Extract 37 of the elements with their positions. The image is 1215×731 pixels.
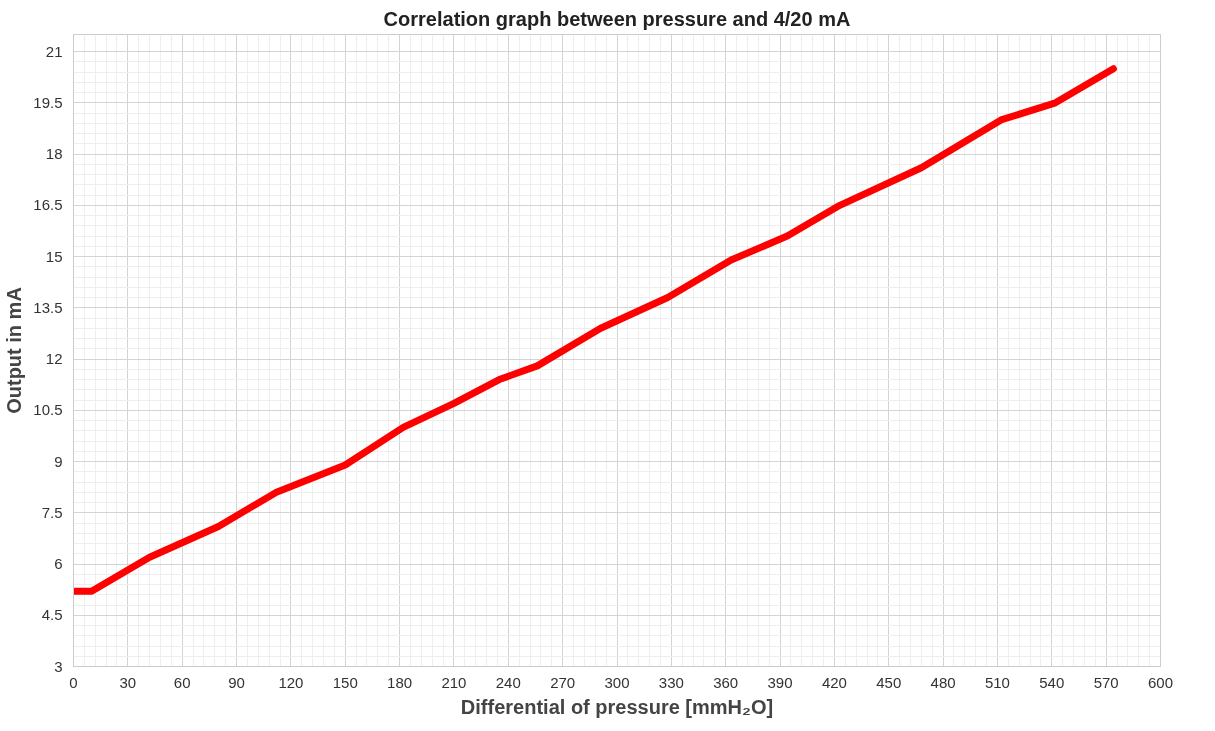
y-tick-label: 7.5: [41, 503, 63, 521]
y-tick-label: 21: [45, 42, 63, 60]
x-tick-label: 30: [119, 673, 137, 691]
chart-title: Correlation graph between pressure and 4/20 mA: [383, 7, 851, 30]
x-tick-label: 150: [332, 673, 358, 691]
x-tick-label: 210: [441, 673, 467, 691]
y-tick-label: 18: [45, 145, 63, 163]
x-tick-label: 600: [1147, 673, 1174, 691]
y-tick-label: 9: [54, 452, 63, 470]
x-tick-label: 390: [767, 673, 793, 691]
y-tick-label: 10.5: [33, 401, 63, 419]
x-tick-label: 240: [495, 673, 521, 691]
x-tick-label: 420: [821, 673, 847, 691]
x-tick-label: 330: [658, 673, 684, 691]
x-tick-label: 570: [1093, 673, 1119, 691]
x-tick-label: 60: [173, 673, 191, 691]
x-tick-label: 540: [1039, 673, 1065, 691]
x-tick-label: 180: [387, 673, 413, 691]
x-tick-label: 270: [550, 673, 576, 691]
x-tick-label: 360: [713, 673, 739, 691]
x-tick-label: 120: [278, 673, 304, 691]
x-axis-title: Differential of pressure [mmH₂O]: [460, 695, 774, 718]
y-axis-title: Output in mA: [3, 287, 26, 414]
y-tick-label: 16.5: [33, 196, 63, 214]
y-tick-label: 19.5: [33, 93, 63, 111]
y-tick-label: 3: [54, 657, 63, 675]
y-tick-label: 12: [45, 350, 63, 368]
x-tick-label: 0: [69, 673, 78, 691]
x-tick-label: 510: [984, 673, 1010, 691]
x-tick-label: 480: [930, 673, 956, 691]
x-tick-label: 450: [876, 673, 902, 691]
x-tick-label: 300: [604, 673, 630, 691]
y-tick-label: 6: [54, 555, 63, 573]
y-tick-label: 4.5: [41, 606, 63, 624]
x-tick-label: 90: [228, 673, 245, 691]
y-tick-label: 15: [45, 247, 63, 265]
y-tick-label: 13.5: [33, 298, 63, 316]
